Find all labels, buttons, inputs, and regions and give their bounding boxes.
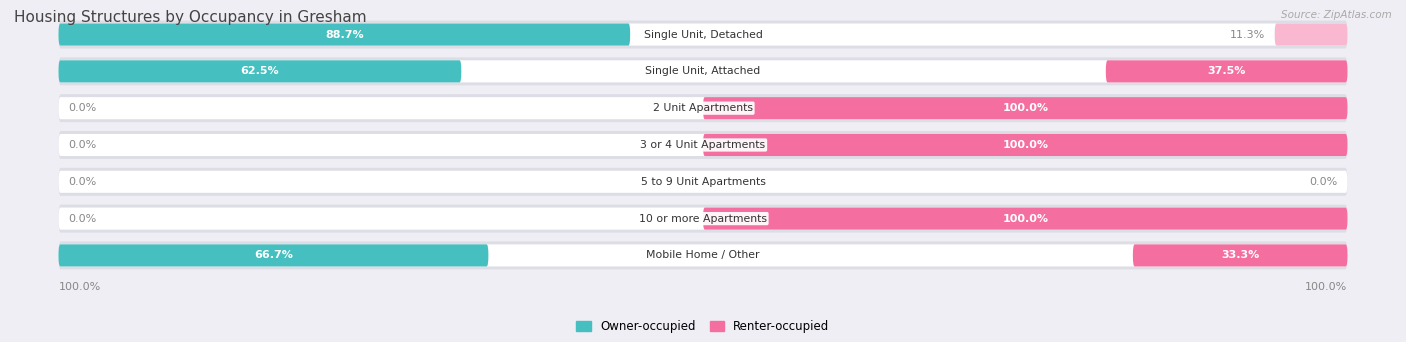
FancyBboxPatch shape (59, 57, 1347, 86)
FancyBboxPatch shape (703, 97, 1347, 119)
Text: 0.0%: 0.0% (67, 103, 97, 113)
FancyBboxPatch shape (59, 24, 630, 45)
FancyBboxPatch shape (59, 208, 1347, 229)
Text: Source: ZipAtlas.com: Source: ZipAtlas.com (1281, 10, 1392, 20)
Text: 62.5%: 62.5% (240, 66, 280, 76)
Text: Housing Structures by Occupancy in Gresham: Housing Structures by Occupancy in Gresh… (14, 10, 367, 25)
FancyBboxPatch shape (59, 24, 1347, 45)
Text: 0.0%: 0.0% (67, 177, 97, 187)
Legend: Owner-occupied, Renter-occupied: Owner-occupied, Renter-occupied (572, 315, 834, 338)
FancyBboxPatch shape (59, 245, 488, 266)
FancyBboxPatch shape (59, 60, 461, 82)
Text: 100.0%: 100.0% (1002, 103, 1049, 113)
FancyBboxPatch shape (59, 97, 1347, 119)
Text: 3 or 4 Unit Apartments: 3 or 4 Unit Apartments (641, 140, 765, 150)
Text: 0.0%: 0.0% (1309, 177, 1339, 187)
FancyBboxPatch shape (1105, 60, 1347, 82)
FancyBboxPatch shape (1275, 24, 1347, 45)
Text: 100.0%: 100.0% (1002, 214, 1049, 224)
Text: 0.0%: 0.0% (67, 140, 97, 150)
FancyBboxPatch shape (59, 94, 1347, 122)
Text: 100.0%: 100.0% (1305, 282, 1347, 292)
Text: 37.5%: 37.5% (1208, 66, 1246, 76)
FancyBboxPatch shape (59, 245, 1347, 266)
Text: 10 or more Apartments: 10 or more Apartments (638, 214, 768, 224)
Text: Mobile Home / Other: Mobile Home / Other (647, 250, 759, 260)
Text: 100.0%: 100.0% (1002, 140, 1049, 150)
Text: 0.0%: 0.0% (67, 214, 97, 224)
Text: 100.0%: 100.0% (59, 282, 101, 292)
FancyBboxPatch shape (59, 134, 1347, 156)
FancyBboxPatch shape (703, 134, 1347, 156)
FancyBboxPatch shape (59, 168, 1347, 196)
Text: 33.3%: 33.3% (1220, 250, 1260, 260)
FancyBboxPatch shape (59, 171, 1347, 193)
Text: Single Unit, Detached: Single Unit, Detached (644, 29, 762, 40)
FancyBboxPatch shape (59, 21, 1347, 49)
Text: 66.7%: 66.7% (254, 250, 292, 260)
Text: 88.7%: 88.7% (325, 29, 364, 40)
FancyBboxPatch shape (59, 60, 1347, 82)
Text: 11.3%: 11.3% (1230, 29, 1265, 40)
Text: Single Unit, Attached: Single Unit, Attached (645, 66, 761, 76)
FancyBboxPatch shape (703, 208, 1347, 229)
Text: 5 to 9 Unit Apartments: 5 to 9 Unit Apartments (641, 177, 765, 187)
FancyBboxPatch shape (59, 131, 1347, 159)
FancyBboxPatch shape (59, 205, 1347, 233)
FancyBboxPatch shape (1133, 245, 1347, 266)
FancyBboxPatch shape (59, 241, 1347, 269)
Text: 2 Unit Apartments: 2 Unit Apartments (652, 103, 754, 113)
